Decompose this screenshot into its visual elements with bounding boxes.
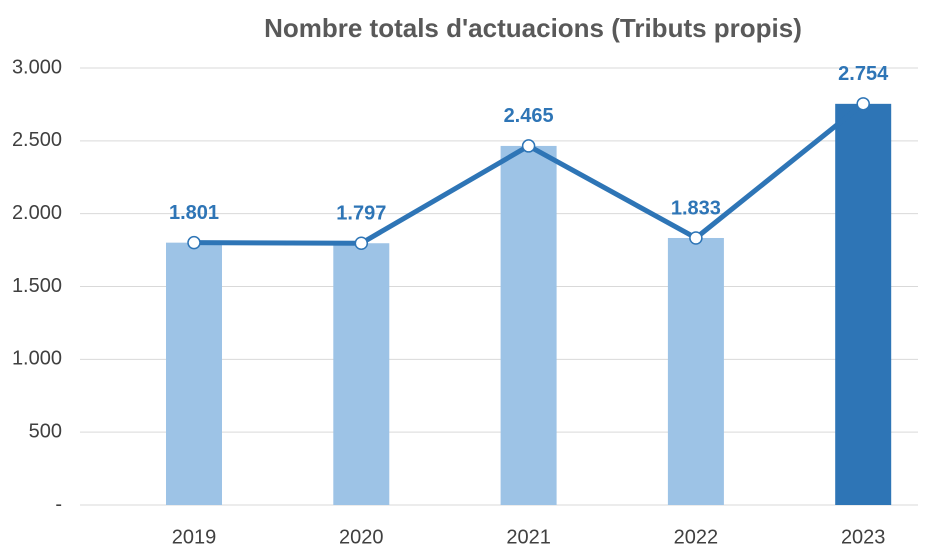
y-tick-label: 1.500 (12, 275, 62, 297)
data-label: 2.754 (838, 63, 889, 85)
y-tick-label: 1.000 (12, 348, 62, 370)
y-tick-label: 500 (29, 420, 62, 442)
bar (500, 145, 557, 505)
data-label: 2.465 (504, 105, 554, 127)
data-label: 1.801 (169, 202, 219, 224)
y-tick-label: 2.000 (12, 202, 62, 224)
x-tick-label: 2021 (506, 526, 551, 548)
x-tick-label: 2023 (841, 526, 886, 548)
x-tick-label: 2022 (674, 526, 719, 548)
y-tick-label: 2.500 (12, 129, 62, 151)
line-marker (187, 235, 201, 250)
line-marker (521, 139, 536, 153)
data-label: 1.797 (336, 203, 386, 225)
data-label: 1.833 (671, 197, 721, 219)
y-tick-label: - (55, 493, 62, 515)
chart-title: Nombre totals d'actuacions (Tributs prop… (264, 13, 802, 43)
x-tick-label: 2020 (339, 526, 384, 548)
y-tick-label: 3.000 (12, 56, 62, 78)
line-marker (354, 236, 369, 250)
line-marker (856, 97, 870, 111)
bar (835, 103, 892, 506)
bar (667, 237, 724, 506)
bar (166, 242, 222, 505)
line-marker (689, 231, 703, 245)
x-tick-label: 2019 (172, 526, 217, 548)
bar (333, 243, 390, 505)
